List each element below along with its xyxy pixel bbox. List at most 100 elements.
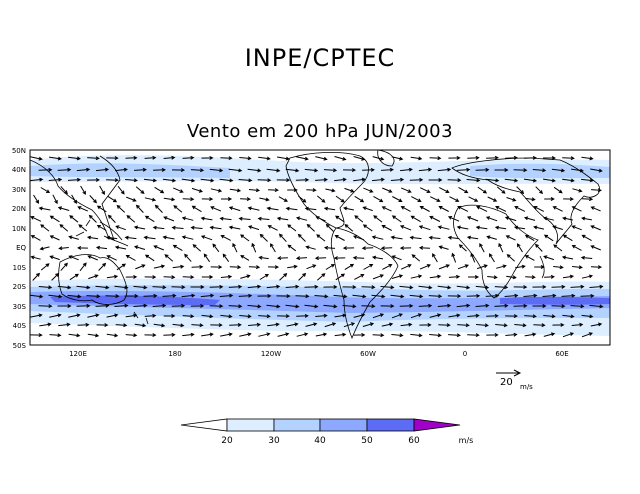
wind-arrow xyxy=(220,332,233,337)
wind-arrow xyxy=(60,262,68,271)
wind-arrow xyxy=(591,188,602,193)
wind-arrow xyxy=(133,285,148,290)
wind-arrow xyxy=(305,322,318,327)
wind-arrow xyxy=(201,332,214,337)
wind-arrow xyxy=(30,255,41,260)
wind-arrow xyxy=(571,322,584,327)
wind-arrow xyxy=(429,274,442,279)
wind-arrow xyxy=(190,285,205,289)
wind-arrow xyxy=(381,167,394,172)
wind-arrow xyxy=(181,293,196,298)
wind-arrow xyxy=(410,156,423,161)
wind-arrow xyxy=(544,274,555,279)
wind-arrow xyxy=(40,263,50,271)
wind-arrow xyxy=(381,206,392,212)
wind-arrow xyxy=(418,303,433,308)
wind-arrow xyxy=(418,167,433,172)
wind-arrow xyxy=(248,265,261,270)
wind-arrow xyxy=(49,333,62,338)
wind-arrow xyxy=(68,255,79,261)
wind-arrow xyxy=(456,167,471,172)
wind-arrow xyxy=(430,196,441,202)
wind-arrow xyxy=(451,252,457,263)
wind-arrow xyxy=(306,264,317,270)
wind-arrow xyxy=(571,225,582,231)
wind-arrow xyxy=(171,168,186,173)
lat-label: 30S xyxy=(13,303,27,311)
wind-arrow xyxy=(238,293,253,298)
wind-arrow xyxy=(581,216,592,221)
wind-arrow xyxy=(523,178,538,183)
wind-arrow xyxy=(315,216,326,222)
wind-arrow xyxy=(304,304,319,309)
wind-arrow xyxy=(201,275,214,279)
wind-arrow xyxy=(590,265,603,270)
wind-arrow xyxy=(86,294,101,299)
wind-arrow xyxy=(400,187,412,193)
wind-arrow xyxy=(76,303,91,308)
wind-arrow xyxy=(410,313,422,319)
wind-arrow xyxy=(153,323,166,328)
wind-arrow xyxy=(266,206,279,211)
wind-arrow xyxy=(38,167,53,172)
colorbar xyxy=(180,418,461,432)
wind-arrow xyxy=(285,304,300,309)
wind-arrow xyxy=(506,275,517,280)
colorbar-tick: 50 xyxy=(361,436,373,446)
wind-arrow xyxy=(228,168,243,173)
wind-arrow xyxy=(372,156,385,161)
wind-arrow xyxy=(171,225,184,230)
wind-arrow xyxy=(343,206,354,211)
wind-arrow xyxy=(590,206,601,212)
wind-arrow xyxy=(239,156,252,161)
wind-arrow xyxy=(525,275,536,280)
wind-arrow xyxy=(466,235,479,240)
wind-arrow xyxy=(68,333,81,338)
wind-arrow xyxy=(287,224,297,232)
wind-arrow xyxy=(486,332,499,337)
wind-arrow xyxy=(409,294,424,299)
wind-arrow xyxy=(447,178,462,183)
wind-arrow xyxy=(470,252,476,263)
wind-arrow xyxy=(210,206,222,212)
wind-arrow xyxy=(580,293,595,298)
wind-arrow xyxy=(316,195,326,203)
wind-arrow xyxy=(372,333,385,338)
wind-arrow xyxy=(391,333,404,338)
wind-arrow xyxy=(400,322,413,327)
wind-arrow xyxy=(277,332,290,337)
wind-arrow xyxy=(476,264,488,270)
wind-arrow xyxy=(181,216,194,221)
wind-arrow xyxy=(419,187,431,193)
wind-arrow xyxy=(419,264,431,270)
wind-arrow xyxy=(219,216,232,221)
wind-arrow xyxy=(229,322,242,327)
colorbar-segment xyxy=(319,418,368,432)
wind-arrow xyxy=(96,323,109,328)
lat-label: 40N xyxy=(12,166,26,174)
wind-arrow xyxy=(114,245,127,250)
map-area xyxy=(30,150,610,345)
wind-arrow xyxy=(363,187,374,193)
wind-arrow xyxy=(153,167,166,172)
wind-arrow xyxy=(505,314,518,319)
wind-arrow xyxy=(392,196,403,202)
wind-arrow xyxy=(287,244,297,252)
wind-arrow xyxy=(400,167,413,172)
wind-arrow xyxy=(190,168,205,173)
wind-arrow xyxy=(399,285,414,290)
wind-arrow xyxy=(399,225,412,231)
colorbar-segment xyxy=(180,418,228,432)
wind-arrow xyxy=(390,235,403,240)
wind-arrow xyxy=(513,225,526,230)
wind-arrow xyxy=(154,204,163,213)
wind-arrow xyxy=(98,262,107,271)
wind-arrow xyxy=(210,265,223,270)
wind-arrow xyxy=(448,313,461,318)
wind-arrow xyxy=(52,194,58,205)
wind-arrow xyxy=(200,235,213,241)
wind-arrow xyxy=(589,284,604,289)
wind-arrow xyxy=(344,224,354,232)
wind-arrow xyxy=(372,274,384,280)
wind-arrow xyxy=(144,215,155,223)
